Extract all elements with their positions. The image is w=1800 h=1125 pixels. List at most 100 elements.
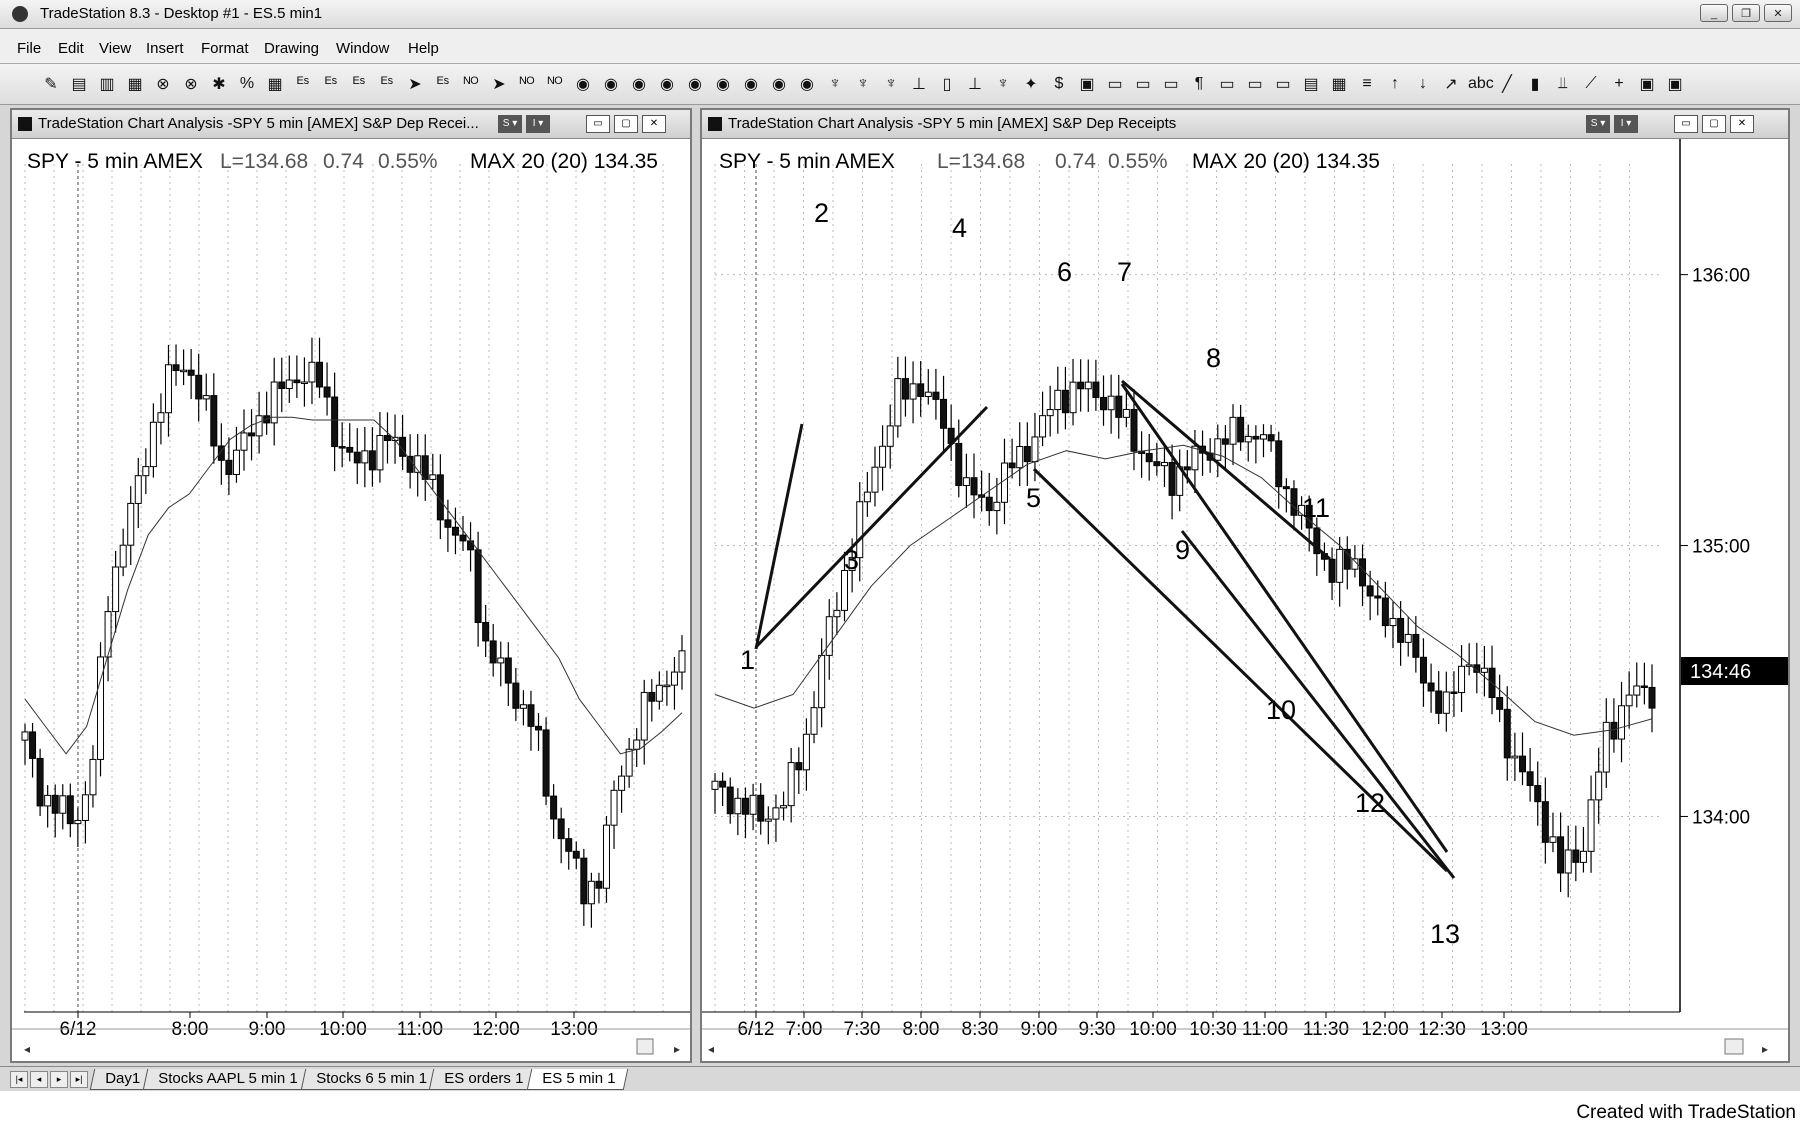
toolbar-tool-icon[interactable]: ¶ xyxy=(1194,75,1204,92)
menu-edit[interactable]: Edit xyxy=(58,40,84,57)
toolbar-tool-icon[interactable]: ▦ xyxy=(1331,76,1347,93)
toolbar-tool-icon[interactable]: ᴺᴼ xyxy=(463,75,479,92)
toolbar-tool-icon[interactable]: ✦ xyxy=(1024,76,1038,93)
menu-window[interactable]: Window xyxy=(336,40,390,57)
toolbar-tool-icon[interactable]: ▥ xyxy=(99,76,115,93)
toolbar-tool-icon[interactable]: ᴺᴼ xyxy=(519,75,535,92)
window-minimize-button[interactable]: ▭ xyxy=(1674,115,1698,133)
scroll-left-arrow[interactable]: ◂ xyxy=(708,1042,714,1056)
window-minimize-button[interactable]: ▭ xyxy=(586,115,610,133)
toolbar-tool-icon[interactable]: ▭ xyxy=(1247,76,1263,93)
last-tab-icon[interactable]: ▸| xyxy=(70,1071,88,1088)
symbol-link-button[interactable]: S ▾ xyxy=(498,115,522,133)
menu-file[interactable]: File xyxy=(17,40,42,57)
toolbar-tool-icon[interactable]: ╱ xyxy=(1502,76,1512,93)
tab-stocks-aapl[interactable]: Stocks AAPL 5 min 1 xyxy=(142,1069,311,1090)
chart-right[interactable]: SPY - 5 min AMEX L=134.68 0.74 0.55% MAX… xyxy=(702,139,1788,1061)
toolbar-tool-icon[interactable]: ᴺᴼ xyxy=(547,75,563,92)
toolbar-tool-icon[interactable]: ♆ xyxy=(829,75,841,92)
first-tab-icon[interactable]: |◂ xyxy=(10,1071,28,1088)
close-button[interactable]: ✕ xyxy=(1764,4,1792,22)
toolbar-tool-icon[interactable]: ᴱˢ xyxy=(297,75,309,92)
toolbar-tool-icon[interactable]: ◉ xyxy=(632,76,646,93)
tab-stocks-6[interactable]: Stocks 6 5 min 1 xyxy=(300,1069,440,1090)
toolbar-tool-icon[interactable]: ◉ xyxy=(660,76,674,93)
toolbar-tool-icon[interactable]: ◉ xyxy=(800,76,814,93)
scroll-right-arrow[interactable]: ▸ xyxy=(1762,1042,1768,1056)
toolbar-tool-icon[interactable]: ◉ xyxy=(688,76,702,93)
toolbar-tool-icon[interactable]: ▦ xyxy=(127,76,143,93)
next-tab-icon[interactable]: ▸ xyxy=(50,1071,68,1088)
toolbar-tool-icon[interactable]: ◉ xyxy=(604,76,618,93)
toolbar-tool-icon[interactable]: abc xyxy=(1468,75,1494,92)
window-close-button[interactable]: ✕ xyxy=(642,115,666,133)
tab-es-orders[interactable]: ES orders 1 xyxy=(429,1069,537,1090)
toolbar-tool-icon[interactable]: ▯ xyxy=(942,76,952,93)
toolbar-tool-icon[interactable]: ▣ xyxy=(1667,76,1683,93)
toolbar-tool-icon[interactable]: ▤ xyxy=(71,76,87,93)
toolbar-tool-icon[interactable]: ᴱˢ xyxy=(437,75,449,92)
toolbar-tool-icon[interactable]: ▭ xyxy=(1163,76,1179,93)
toolbar-tool-icon[interactable]: ⫫ xyxy=(1558,75,1568,92)
toolbar-tool-icon[interactable]: ⊥ xyxy=(912,76,926,93)
toolbar-tool-icon[interactable]: ♆ xyxy=(997,75,1009,92)
toolbar-tool-icon[interactable]: ✱ xyxy=(212,76,226,93)
toolbar-tool-icon[interactable]: ⊗ xyxy=(184,76,198,93)
restore-button[interactable]: ❐ xyxy=(1732,4,1760,22)
toolbar-tool-icon[interactable]: ▭ xyxy=(1135,76,1151,93)
menu-format[interactable]: Format xyxy=(201,40,249,57)
window-maximize-button[interactable]: ▢ xyxy=(1702,115,1726,133)
toolbar-tool-icon[interactable]: ➤ xyxy=(492,76,506,93)
toolbar-tool-icon[interactable]: ⊗ xyxy=(156,76,170,93)
window-close-button[interactable]: ✕ xyxy=(1730,115,1754,133)
toolbar-tool-icon[interactable]: $ xyxy=(1054,75,1064,92)
toolbar-tool-icon[interactable]: ♆ xyxy=(885,75,897,92)
menu-view[interactable]: View xyxy=(99,40,132,57)
toolbar-tool-icon[interactable]: ▭ xyxy=(1107,76,1123,93)
toolbar-tool-icon[interactable]: ◉ xyxy=(576,76,590,93)
toolbar-tool-icon[interactable]: ᴱˢ xyxy=(325,75,337,92)
toolbar-tool-icon[interactable]: ◉ xyxy=(716,76,730,93)
toolbar-tool-icon[interactable]: ✎ xyxy=(44,76,58,93)
candle-body xyxy=(572,850,580,859)
candle-body xyxy=(663,684,671,688)
toolbar-tool-icon[interactable]: % xyxy=(239,75,255,92)
toolbar-tool-icon[interactable]: ᴱˢ xyxy=(353,75,365,92)
candle-body xyxy=(36,757,44,807)
toolbar-tool-icon[interactable]: ≡ xyxy=(1362,75,1372,92)
toolbar-tool-icon[interactable]: ↓ xyxy=(1419,75,1427,92)
window-maximize-button[interactable]: ▢ xyxy=(614,115,638,133)
toolbar-tool-icon[interactable]: ◉ xyxy=(744,76,758,93)
chart-left[interactable]: SPY - 5 min AMEX L=134.68 0.74 0.55% MAX… xyxy=(12,139,690,1061)
tab-es-5min[interactable]: ES 5 min 1 xyxy=(526,1069,629,1090)
candle-body xyxy=(217,445,225,461)
menu-help[interactable]: Help xyxy=(408,40,439,57)
toolbar-tool-icon[interactable]: ▣ xyxy=(1639,76,1655,93)
toolbar-tool-icon[interactable]: ▮ xyxy=(1530,76,1540,93)
toolbar-tool-icon[interactable]: ▤ xyxy=(1303,76,1319,93)
toolbar-tool-icon[interactable]: ▭ xyxy=(1219,76,1235,93)
menu-insert[interactable]: Insert xyxy=(146,40,184,57)
toolbar-tool-icon[interactable]: ⊥ xyxy=(968,76,982,93)
toolbar-tool-icon[interactable]: ▭ xyxy=(1275,76,1291,93)
data-link-button[interactable]: I ▾ xyxy=(526,115,550,133)
minimize-button[interactable]: _ xyxy=(1700,4,1728,22)
toolbar-tool-icon[interactable]: ▣ xyxy=(1079,76,1095,93)
symbol-link-button[interactable]: S ▾ xyxy=(1586,115,1610,133)
toolbar-tool-icon[interactable]: ◉ xyxy=(772,76,786,93)
toolbar-tool-icon[interactable]: ➤ xyxy=(408,76,422,93)
data-link-button[interactable]: I ▾ xyxy=(1614,115,1638,133)
horizontal-scroll-thumb[interactable] xyxy=(1724,1038,1744,1055)
menu-drawing[interactable]: Drawing xyxy=(264,40,320,57)
toolbar-tool-icon[interactable]: ↑ xyxy=(1391,75,1399,92)
toolbar-tool-icon[interactable]: ᴱˢ xyxy=(381,75,393,92)
toolbar-tool-icon[interactable]: + xyxy=(1614,75,1624,92)
toolbar-tool-icon[interactable]: ⟋ xyxy=(1585,75,1597,92)
toolbar-tool-icon[interactable]: ↗ xyxy=(1444,76,1458,93)
horizontal-scroll-thumb[interactable] xyxy=(636,1038,654,1055)
scroll-right-arrow[interactable]: ▸ xyxy=(674,1042,680,1056)
scroll-left-arrow[interactable]: ◂ xyxy=(24,1042,30,1056)
prev-tab-icon[interactable]: ◂ xyxy=(30,1071,48,1088)
toolbar-tool-icon[interactable]: ♆ xyxy=(857,75,869,92)
toolbar-tool-icon[interactable]: ▦ xyxy=(267,76,283,93)
